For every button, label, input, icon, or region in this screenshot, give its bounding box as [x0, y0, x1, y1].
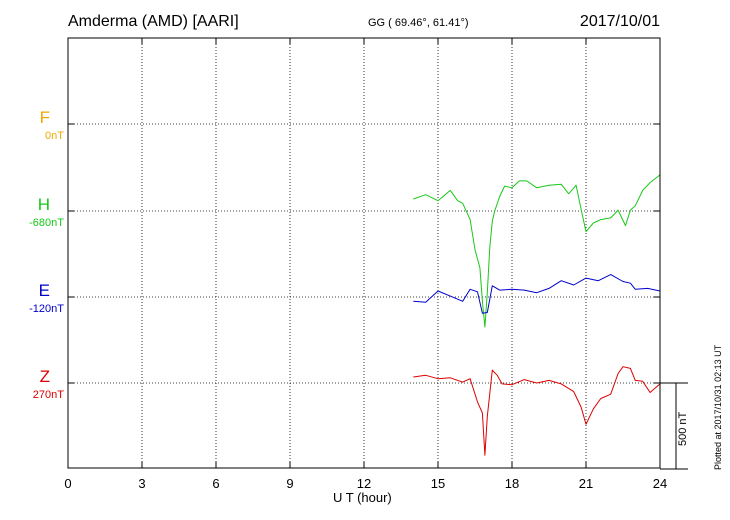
component-baseline: 270nT: [32, 389, 64, 401]
x-tick-label: 0: [64, 476, 71, 491]
component-letter: E: [38, 281, 50, 300]
plot-frame: [67, 37, 661, 469]
x-axis-label: U T (hour): [333, 490, 392, 505]
scale-bar: [660, 382, 688, 470]
component-letter: F: [39, 108, 50, 127]
x-tick-label: 12: [357, 476, 371, 491]
series-line-e: [413, 274, 661, 314]
component-baseline: 0nT: [45, 130, 64, 142]
chart-date: 2017/10/01: [579, 13, 660, 30]
x-tick-label: 18: [505, 476, 519, 491]
component-label-e: E -120nT: [4, 281, 64, 315]
x-tick-labels: 0 3 6 9 12 15 18 21 24: [64, 476, 667, 491]
series-line-h: [413, 174, 661, 328]
geographic-coords: GG ( 69.46°, 61.41°): [368, 17, 469, 29]
series-lines: [413, 174, 661, 456]
x-tick-label: 15: [431, 476, 445, 491]
component-label-f: F 0nT: [4, 108, 64, 142]
component-label-h: H -680nT: [4, 195, 64, 229]
component-letter: Z: [39, 367, 50, 386]
scale-bar-label: 500 nT: [677, 411, 689, 446]
component-baseline: -680nT: [29, 217, 64, 229]
component-label-z: Z 270nT: [4, 367, 64, 401]
plotted-timestamp: Plotted at 2017/10/31 02:13 UT: [713, 344, 723, 470]
x-tick-label: 6: [212, 476, 219, 491]
x-tick-label: 24: [653, 476, 667, 491]
x-tick-label: 21: [579, 476, 593, 491]
component-letter: H: [37, 195, 50, 214]
x-tick-label: 9: [286, 476, 293, 491]
x-tick-label: 3: [138, 476, 145, 491]
grid-lines: [68, 38, 660, 468]
plot-border: [67, 37, 661, 469]
component-baseline: -120nT: [29, 303, 64, 315]
series-line-z: [413, 366, 661, 456]
station-title: Amderma (AMD) [AARI]: [68, 13, 239, 30]
